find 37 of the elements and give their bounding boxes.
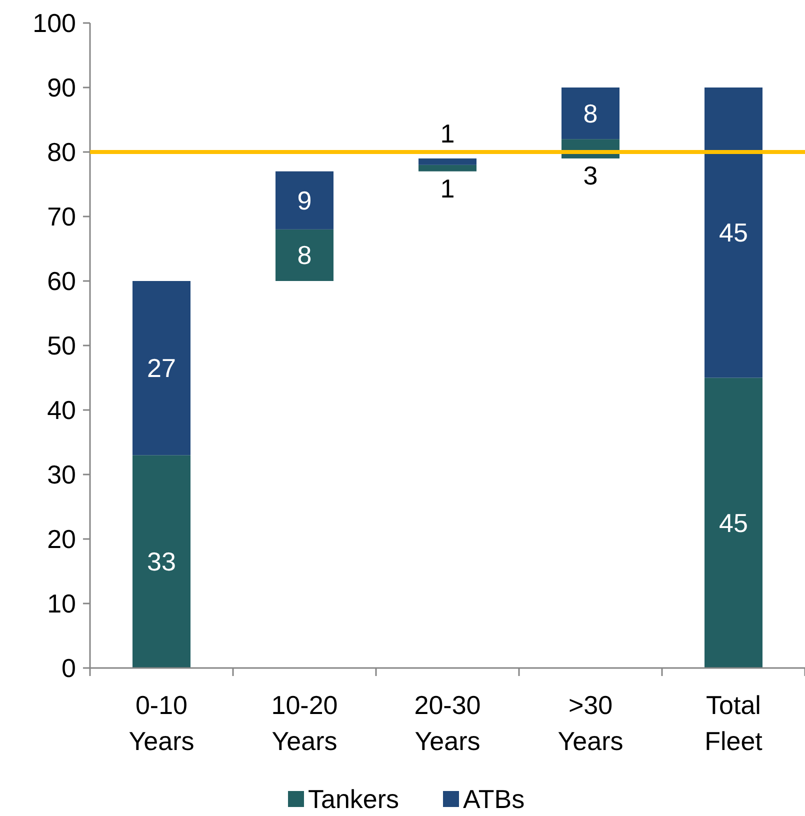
data-label: 33 [147,546,176,577]
y-tick-label: 50 [47,330,76,360]
data-label: 1 [440,118,455,148]
data-label: 45 [719,218,748,248]
data-label: 27 [147,353,176,384]
bar [132,455,190,668]
data-label: 3 [583,160,598,190]
bar [418,164,476,172]
data-label: 1 [440,173,455,204]
y-tick-label: 80 [47,137,76,167]
data-label: 8 [297,240,312,270]
y-tick-label: 30 [47,460,76,490]
x-tick-label: >30 Years [558,690,624,756]
bar [418,158,476,165]
x-tick-label: Total Fleet [704,690,764,756]
y-tick-label: 100 [32,8,76,38]
data-label: 9 [297,185,312,216]
y-tick-label: 40 [47,395,76,425]
bar [132,281,190,456]
y-tick-label: 70 [47,202,76,232]
y-tick-label: 90 [47,72,76,102]
bar [276,171,334,230]
data-label: 8 [583,98,598,128]
y-tick-label: 0 [62,653,76,683]
bar [562,88,620,140]
legend-label: ATBs [463,784,525,814]
bar [704,378,762,668]
y-tick-label: 10 [47,588,76,618]
x-tick-label: 20-30 Years [414,690,481,756]
y-tick-label: 20 [47,524,76,554]
bar [704,88,762,378]
bar [276,229,334,281]
y-tick-label: 60 [47,266,76,296]
data-label: 45 [719,508,748,538]
legend-label: Tankers [308,784,400,814]
x-tick-label: 10-20 Years [271,690,338,756]
x-tick-label: 0-10 Years [128,690,194,756]
